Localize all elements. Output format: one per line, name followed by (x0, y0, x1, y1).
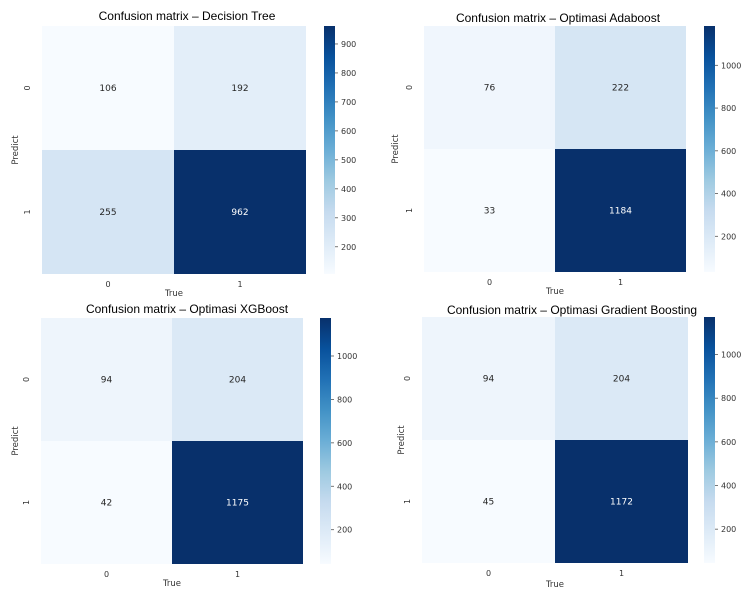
heatmap-cell (174, 150, 306, 274)
y-tick-label: 0 (22, 377, 31, 382)
heatmap-cell (172, 318, 303, 441)
cell-value: 42 (101, 499, 112, 509)
colorbar-tick-label: 200 (341, 243, 356, 252)
colorbar-tick-label: 700 (341, 98, 356, 107)
colorbar-tick-label: 400 (341, 185, 356, 194)
colorbar (320, 318, 331, 564)
cell-value: 1172 (610, 498, 633, 508)
cell-value: 94 (483, 375, 495, 385)
heatmap-cell (42, 26, 174, 150)
colorbar-tick-label: 300 (341, 214, 356, 223)
colorbar-tick-label: 1000 (337, 352, 357, 361)
x-tick-label: 1 (237, 280, 242, 289)
y-axis-label: Predict (397, 425, 407, 455)
chart-title: Confusion matrix – Optimasi Adaboost (455, 11, 661, 25)
heatmap-cell (172, 441, 303, 564)
y-tick-label: 0 (405, 85, 414, 90)
colorbar-tick-label: 600 (341, 127, 356, 136)
colorbar-tick-label: 200 (721, 525, 736, 534)
x-axis-label: True (545, 580, 564, 590)
x-tick-label: 0 (487, 278, 492, 287)
colorbar (704, 26, 715, 272)
x-tick-label: 1 (619, 569, 624, 578)
cell-value: 106 (99, 84, 116, 94)
cell-value: 962 (231, 208, 248, 218)
heatmap-cell (555, 317, 688, 440)
colorbar-tick-label: 600 (337, 439, 352, 448)
colorbar-tick-label: 800 (341, 69, 356, 78)
colorbar (324, 26, 335, 274)
cell-value: 204 (229, 376, 246, 386)
colorbar-tick-label: 400 (721, 190, 736, 199)
cell-value: 33 (484, 207, 495, 217)
y-axis-label: Predict (11, 135, 21, 165)
heatmap-cell (422, 317, 555, 440)
colorbar-tick-label: 500 (341, 156, 356, 165)
y-axis-label: Predict (391, 134, 401, 164)
chart-title: Confusion matrix – Optimasi XGBoost (85, 302, 289, 316)
cell-value: 204 (613, 375, 630, 385)
colorbar-tick-label: 1000 (721, 351, 741, 360)
colorbar-tick-label: 800 (721, 394, 736, 403)
colorbar-tick-label: 400 (721, 482, 736, 491)
cell-value: 94 (101, 376, 113, 386)
y-axis-label: Predict (11, 426, 21, 456)
cell-value: 1184 (609, 207, 632, 217)
heatmap-cell (555, 26, 686, 149)
x-tick-label: 0 (105, 280, 110, 289)
y-tick-label: 0 (23, 85, 32, 90)
y-tick-label: 1 (23, 209, 32, 214)
colorbar-tick-label: 800 (337, 395, 352, 404)
x-tick-label: 1 (235, 570, 240, 579)
y-tick-label: 1 (403, 499, 412, 504)
y-tick-label: 1 (405, 208, 414, 213)
chart-title: Confusion matrix – Optimasi Gradient Boo… (446, 303, 698, 317)
cell-value: 192 (231, 84, 248, 94)
x-tick-label: 0 (104, 570, 109, 579)
heatmap-cell (555, 149, 686, 272)
colorbar-tick-label: 900 (341, 40, 356, 49)
heatmap-cell (555, 440, 688, 563)
cell-value: 255 (99, 208, 116, 218)
colorbar-tick-label: 600 (721, 438, 736, 447)
y-tick-label: 1 (22, 500, 31, 505)
x-axis-label: True (545, 287, 564, 297)
heatmap-cell (422, 440, 555, 563)
colorbar-tick-label: 400 (337, 482, 352, 491)
heatmap-cell (42, 150, 174, 274)
cell-value: 45 (483, 498, 494, 508)
heatmap-cell (41, 318, 172, 441)
cell-value: 76 (484, 84, 496, 94)
cell-value: 222 (612, 84, 629, 94)
heatmap-cell (41, 441, 172, 564)
heatmap-cell (174, 26, 306, 150)
cell-value: 1175 (226, 499, 249, 509)
colorbar-tick-label: 800 (721, 104, 736, 113)
x-tick-label: 0 (486, 569, 491, 578)
colorbar-tick-label: 600 (721, 147, 736, 156)
x-axis-label: True (164, 289, 183, 299)
colorbar (704, 317, 715, 563)
y-tick-label: 0 (403, 376, 412, 381)
x-axis-label: True (162, 579, 181, 589)
heatmap-cell (424, 26, 555, 149)
x-tick-label: 1 (618, 278, 623, 287)
colorbar-tick-label: 200 (721, 232, 736, 241)
colorbar-tick-label: 200 (337, 526, 352, 535)
colorbar-tick-label: 1000 (721, 61, 741, 70)
heatmap-cell (424, 149, 555, 272)
chart-title: Confusion matrix – Decision Tree (98, 9, 276, 23)
